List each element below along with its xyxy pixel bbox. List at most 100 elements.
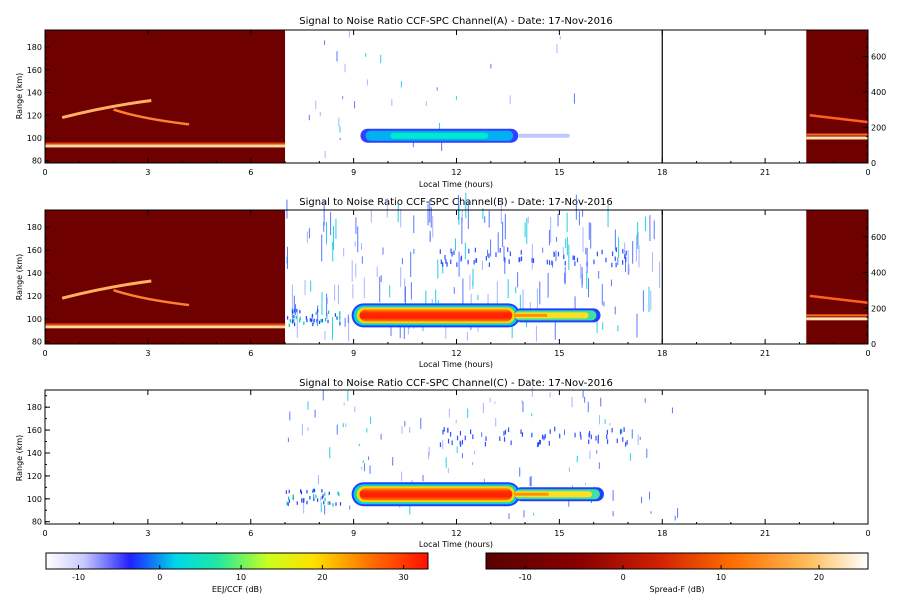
noise-streak [370,416,372,424]
noise-streak [571,396,573,408]
noise-streak [376,266,378,278]
noise-streak [458,205,460,225]
noise-streak [601,284,603,305]
echo-streak [295,315,297,320]
noise-streak [612,511,614,517]
spread-f-trace [809,294,869,305]
noise-streak [286,199,288,219]
noise-streak [477,294,479,301]
noise-streak [413,215,415,234]
spread-f-layer [806,133,868,136]
noise-streak [529,476,531,487]
noise-streak [674,515,676,521]
eej-echo-tail [514,313,548,317]
noise-streak [461,439,464,445]
noise-streak [625,250,627,256]
x-tick-label: 9 [351,349,356,358]
echo-streak [332,503,334,507]
x-tick-label: 12 [451,529,461,538]
noise-streak [462,278,464,305]
x-tick-label: 3 [145,349,150,358]
noise-streak [291,284,293,310]
echo-streak [291,309,294,314]
echo-streak [296,308,298,313]
noise-streak [311,314,313,322]
noise-streak [651,252,653,272]
echo-streak [288,496,290,500]
panel-channel-c: Signal to Noise Ratio CCF-SPC Channel(C)… [15,378,871,549]
echo-streak [287,502,289,507]
noise-streak [606,439,609,444]
noise-streak [616,438,618,444]
noise-streak [490,239,492,257]
noise-streak [649,215,651,242]
noise-streak [504,429,507,435]
noise-streak [539,281,541,305]
noise-streak [597,439,599,444]
echo-streak [324,492,326,496]
noise-streak [564,429,566,436]
echo-streak [321,495,323,500]
x-tick-label: 9 [351,168,356,177]
x-tick-label: 18 [657,529,667,538]
noise-streak [529,301,531,310]
noise-streak [361,243,363,250]
noise-streak [520,256,523,262]
colorbar-tick-label: -10 [519,573,532,582]
noise-streak [286,256,288,264]
noise-streak [468,248,470,254]
echo-streak [312,322,314,327]
noise-streak [520,429,522,435]
x-axis-label: Local Time (hours) [419,540,493,549]
echo-streak [316,498,319,502]
noise-streak [289,411,291,421]
noise-streak [436,87,438,91]
noise-streak [485,436,487,441]
x-tick-label: 0 [865,529,870,538]
echo-streak [303,499,305,503]
noise-streak [484,216,486,223]
noise-streak [488,262,490,267]
echo-streak [306,318,308,323]
noise-streak [362,460,364,464]
y-tick-label: 100 [27,134,42,143]
noise-streak [487,249,489,257]
noise-streak [582,209,584,217]
noise-streak [617,257,619,266]
noise-streak [508,259,510,264]
y-tick-label: 140 [27,449,42,458]
panel-title: Signal to Noise Ratio CCF-SPC Channel(C)… [299,378,613,389]
y-tick-label: 120 [27,292,42,301]
noise-streak [503,246,505,261]
noise-streak [551,260,553,266]
x-tick-label: 0 [42,349,47,358]
noise-streak [596,450,598,454]
echo-streak [339,315,341,320]
noise-streak [588,278,590,298]
echo-streak [313,488,316,493]
noise-streak [344,317,346,327]
noise-streak [526,218,528,244]
noise-streak [548,260,551,265]
noise-streak [598,462,600,469]
noise-streak [555,250,557,262]
noise-streak [518,257,520,263]
colorbar-gradient [485,552,869,570]
echo-streak [299,309,301,314]
noise-streak [481,260,483,270]
noise-streak [455,419,457,424]
x-tick-label: 15 [554,529,564,538]
noise-streak [504,257,506,263]
colorbar-gradient [45,552,429,570]
noise-streak [322,390,324,401]
noise-streak [380,54,382,64]
noise-streak [588,222,590,240]
noise-streak [520,250,522,255]
echo-streak [306,490,308,494]
echo-streak [288,323,290,328]
noise-streak [445,259,447,264]
noise-streak [548,441,550,446]
x-tick-label: 0 [42,168,47,177]
